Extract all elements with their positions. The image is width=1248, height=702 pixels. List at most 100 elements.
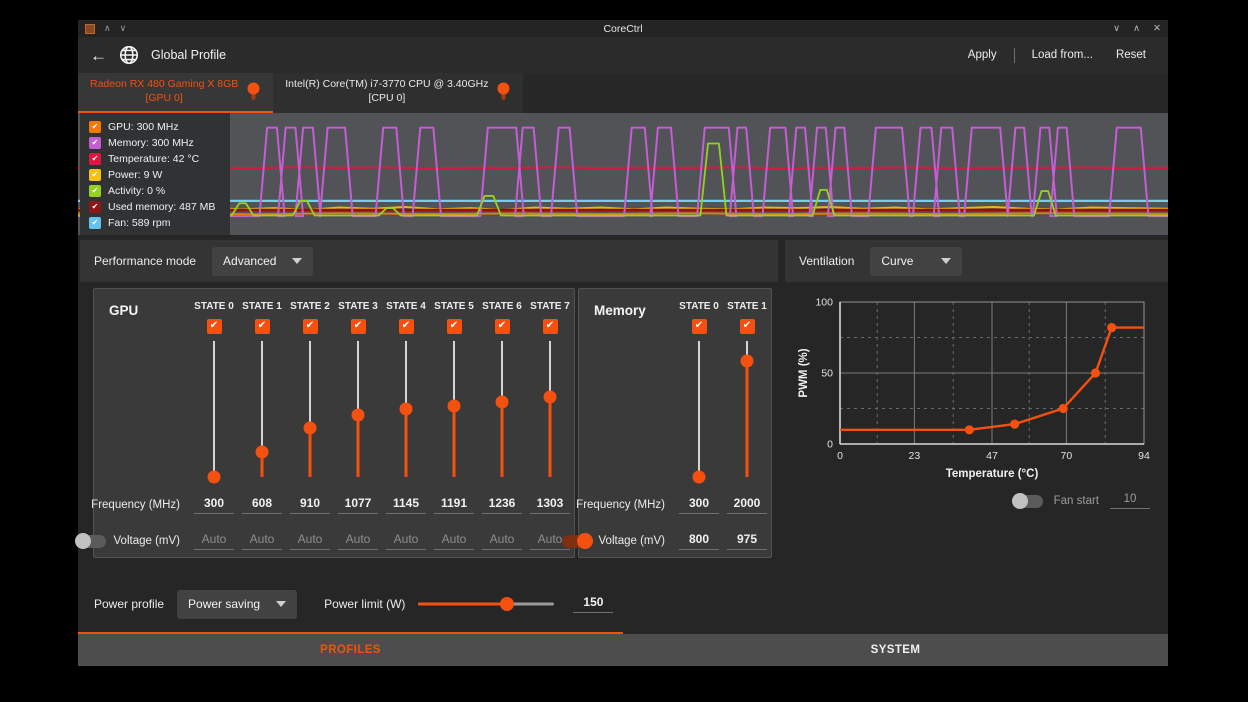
frequency-slider[interactable]	[286, 338, 334, 486]
frequency-slider-handle[interactable]	[255, 445, 269, 459]
frequency-slider-handle[interactable]	[399, 402, 413, 416]
keep-below-icon[interactable]: ∨	[119, 23, 127, 33]
frequency-slider[interactable]	[526, 338, 574, 486]
voltage-toggle[interactable]	[74, 533, 106, 549]
fan-start-value[interactable]: 10	[1110, 493, 1150, 509]
tab-system[interactable]: SYSTEM	[870, 644, 921, 656]
frequency-slider[interactable]	[238, 338, 286, 486]
state-label: STATE 0	[679, 300, 719, 312]
frequency-value[interactable]: 1077	[338, 496, 378, 514]
legend-checkbox[interactable]	[89, 217, 101, 229]
fan-curve-point[interactable]	[1058, 403, 1068, 414]
voltage-value[interactable]: Auto	[242, 532, 282, 550]
frequency-value[interactable]: 300	[679, 496, 719, 514]
voltage-value[interactable]: 975	[727, 532, 767, 550]
legend-checkbox[interactable]	[89, 153, 101, 165]
legend-checkbox[interactable]	[89, 169, 101, 181]
legend-item: Memory: 300 MHz	[89, 137, 221, 149]
device-tab-cpu[interactable]: Intel(R) Core(TM) i7-3770 CPU @ 3.40GHz …	[273, 73, 524, 113]
fan-curve-chart[interactable]: 0 23 47 70 94 0 50 100 Temperature (°C) PWM (%)	[794, 290, 1160, 486]
frequency-value[interactable]: 1145	[386, 496, 426, 514]
legend-checkbox[interactable]	[89, 185, 101, 197]
frequency-slider-handle[interactable]	[543, 390, 557, 404]
ventilation-label: Ventilation	[799, 254, 855, 268]
frequency-slider[interactable]	[334, 338, 382, 486]
voltage-value[interactable]: Auto	[386, 532, 426, 550]
state-checkbox[interactable]	[398, 318, 414, 334]
state-checkbox[interactable]	[254, 318, 270, 334]
frequency-value[interactable]: 1303	[530, 496, 570, 514]
legend-checkbox[interactable]	[89, 137, 101, 149]
reset-button[interactable]: Reset	[1115, 49, 1146, 61]
back-button[interactable]: ←	[90, 45, 107, 65]
voltage-value[interactable]: Auto	[338, 532, 378, 550]
frequency-slider-handle[interactable]	[351, 408, 365, 422]
frequency-slider[interactable]	[675, 338, 723, 486]
ventilation-mode-dropdown[interactable]: Curve	[870, 246, 963, 276]
frequency-value[interactable]: 300	[194, 496, 234, 514]
state-checkbox[interactable]	[446, 318, 462, 334]
legend-label: Temperature: 42 °C	[108, 153, 200, 165]
frequency-slider-handle[interactable]	[207, 470, 221, 484]
state-checkbox[interactable]	[494, 318, 510, 334]
frequency-slider-handle[interactable]	[740, 354, 754, 368]
frequency-slider[interactable]	[190, 338, 238, 486]
power-limit-slider-handle[interactable]	[499, 597, 514, 611]
state-checkbox[interactable]	[206, 318, 222, 334]
gpu-panel-title: GPU	[109, 303, 139, 318]
frequency-slider[interactable]	[382, 338, 430, 486]
gpu-states-panel: GPU STATE 0 STATE 1 STATE 2 STATE 3 STATE 4 S…	[74, 288, 575, 558]
power-limit-label: Power limit (W)	[324, 597, 406, 611]
state-checkbox[interactable]	[350, 318, 366, 334]
fan-curve-point[interactable]	[1107, 322, 1117, 333]
voltage-value[interactable]: Auto	[482, 532, 522, 550]
frequency-value[interactable]: 1191	[434, 496, 474, 514]
tab-profiles[interactable]: PROFILES	[320, 644, 381, 656]
state-checkbox[interactable]	[542, 318, 558, 334]
frequency-slider-handle[interactable]	[303, 421, 317, 435]
globe-icon	[119, 45, 139, 65]
load-from-button[interactable]: Load from...	[1031, 49, 1093, 61]
legend-label: Used memory: 487 MB	[108, 201, 216, 213]
frequency-label: Frequency (MHz)	[576, 498, 665, 511]
frequency-value[interactable]: 1236	[482, 496, 522, 514]
close-icon[interactable]: ✕	[1153, 22, 1161, 34]
legend-item: Used memory: 487 MB	[89, 201, 221, 213]
power-limit-value[interactable]: 150	[573, 595, 614, 613]
fan-curve-point[interactable]	[1090, 368, 1101, 378]
frequency-slider-handle[interactable]	[447, 399, 461, 413]
apply-button[interactable]: Apply	[967, 49, 997, 61]
legend-checkbox[interactable]	[89, 121, 101, 133]
maximize-icon[interactable]: ∧	[1133, 22, 1141, 34]
keep-above-icon[interactable]: ∧	[104, 23, 111, 33]
fan-curve-point[interactable]	[1010, 419, 1020, 429]
power-profile-dropdown[interactable]: Power saving	[177, 589, 298, 619]
frequency-slider[interactable]	[430, 338, 478, 486]
voltage-value[interactable]: Auto	[530, 532, 570, 550]
device-tab-gpu[interactable]: Radeon RX 480 Gaming X 8GB [GPU 0]	[78, 73, 274, 113]
minimize-icon[interactable]: ∨	[1113, 22, 1121, 34]
frequency-slider[interactable]	[723, 338, 771, 486]
voltage-value[interactable]: Auto	[194, 532, 234, 550]
device-pin-icon	[247, 82, 260, 100]
frequency-slider-handle[interactable]	[692, 470, 706, 484]
voltage-value[interactable]: Auto	[290, 532, 330, 550]
voltage-value[interactable]: Auto	[434, 532, 474, 550]
voltage-value[interactable]: 800	[679, 532, 719, 550]
fan-start-toggle[interactable]	[1011, 493, 1043, 509]
frequency-slider[interactable]	[478, 338, 526, 486]
frequency-value[interactable]: 910	[290, 496, 330, 514]
fan-curve-point[interactable]	[964, 425, 974, 435]
performance-mode-dropdown[interactable]: Advanced	[212, 246, 314, 276]
frequency-value[interactable]: 2000	[727, 496, 767, 514]
state-checkbox[interactable]	[739, 318, 755, 334]
frequency-slider-handle[interactable]	[495, 395, 509, 409]
svg-text:70: 70	[1061, 450, 1073, 462]
power-limit-slider[interactable]	[418, 597, 555, 611]
state-label: STATE 1	[727, 300, 767, 312]
legend-checkbox[interactable]	[89, 201, 101, 213]
state-checkbox[interactable]	[691, 318, 707, 334]
frequency-value[interactable]: 608	[242, 496, 282, 514]
voltage-toggle[interactable]	[561, 533, 593, 549]
state-checkbox[interactable]	[302, 318, 318, 334]
